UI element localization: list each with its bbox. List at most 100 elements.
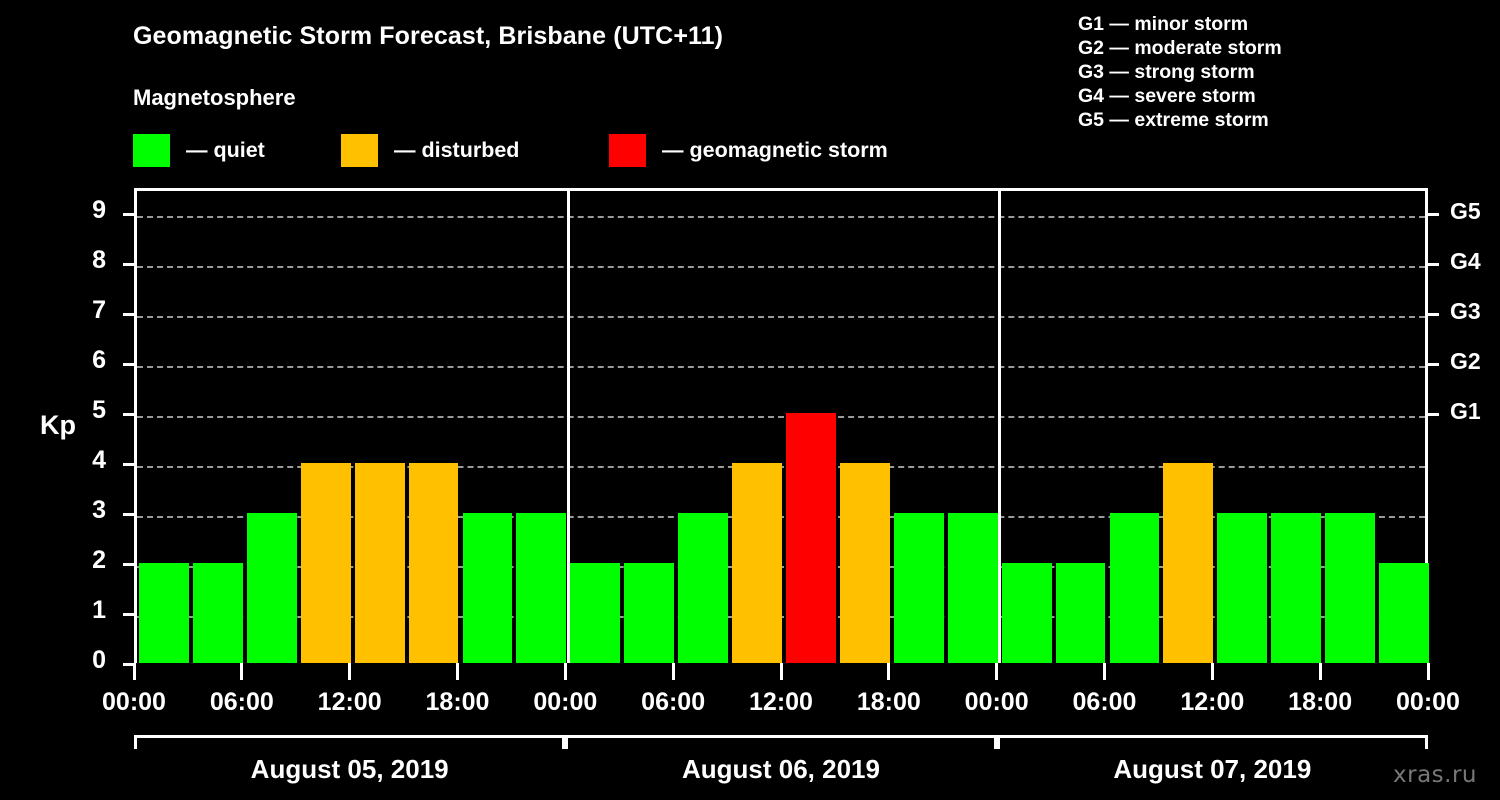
bar-kp [732, 463, 782, 663]
y-tick-7 [123, 313, 134, 316]
y-axis-label: Kp [40, 410, 76, 440]
g-label-G2: G2 [1450, 348, 1481, 374]
x-tick-label-9: 06:00 [1072, 688, 1137, 716]
y-tick-8 [123, 263, 134, 266]
bar-kp [1109, 513, 1160, 663]
g-tick-G1 [1428, 413, 1439, 416]
bar-kp [893, 513, 944, 663]
g-label-G5: G5 [1450, 198, 1481, 224]
watermark: xras.ru [1393, 762, 1477, 788]
g-label-G4: G4 [1450, 248, 1481, 274]
page-title: Geomagnetic Storm Forecast, Brisbane (UT… [133, 22, 724, 50]
gridline-kp-7 [137, 316, 1425, 318]
x-tick-label-10: 12:00 [1180, 688, 1245, 716]
gscale-item-g5: G5 — extreme storm [1078, 109, 1269, 131]
legend-entry-disturbed: — disturbed [341, 132, 519, 168]
bar-kp [139, 563, 189, 663]
bar-kp [786, 413, 836, 663]
day-label: August 06, 2019 [682, 754, 880, 784]
x-tick-label-1: 06:00 [209, 688, 274, 716]
bar-kp [516, 513, 567, 663]
y-tick-label-6: 6 [92, 346, 106, 374]
bar-kp [462, 513, 513, 663]
day-rail [134, 735, 566, 749]
plot-inner [137, 191, 1429, 663]
x-tick-4 [563, 663, 567, 680]
x-tick-8 [995, 663, 999, 680]
x-tick-2 [348, 663, 352, 680]
x-tick-6 [779, 663, 783, 680]
gscale-item-g2: G2 — moderate storm [1078, 37, 1282, 59]
y-tick-label-7: 7 [92, 296, 106, 324]
bar-kp [300, 463, 351, 663]
plot-area [134, 188, 1429, 663]
g-label-G1: G1 [1450, 398, 1481, 424]
x-tick-1 [240, 663, 244, 680]
gridline-kp-8 [137, 266, 1425, 268]
day-rail [996, 735, 1428, 749]
x-tick-11 [1318, 663, 1322, 680]
bar-kp [839, 463, 890, 663]
day-label: August 05, 2019 [250, 754, 449, 784]
y-tick-4 [123, 463, 134, 466]
legend-label-quiet: — quiet [186, 137, 265, 162]
gscale-legend: G1 — minor storm G2 — moderate storm G3 … [1078, 12, 1282, 132]
y-tick-label-8: 8 [92, 246, 106, 274]
bar-kp [1163, 463, 1214, 663]
y-tick-5 [123, 413, 134, 416]
disturbed-swatch [341, 133, 378, 167]
day-rail [565, 735, 997, 749]
bar-kp [246, 513, 297, 663]
x-tick-label-3: 18:00 [425, 688, 490, 716]
y-tick-label-4: 4 [92, 446, 106, 474]
g-label-G3: G3 [1450, 298, 1481, 324]
bar-kp [678, 513, 729, 663]
gscale-item-g3: G3 — strong storm [1078, 61, 1255, 83]
x-tick-label-2: 12:00 [317, 688, 382, 716]
y-tick-2 [123, 563, 134, 566]
y-tick-label-3: 3 [92, 496, 106, 524]
bar-kp [1217, 513, 1268, 663]
x-tick-label-6: 12:00 [749, 688, 813, 716]
y-tick-3 [123, 513, 134, 516]
y-tick-9 [123, 213, 134, 216]
x-tick-label-11: 18:00 [1288, 688, 1353, 716]
day-separator [998, 191, 1002, 663]
bar-kp [1325, 513, 1376, 663]
bar-kp [408, 463, 459, 663]
bar-kp [354, 463, 405, 663]
legend-entry-quiet: — quiet [133, 132, 265, 168]
x-tick-label-4: 00:00 [533, 688, 598, 716]
y-tick-0 [123, 663, 134, 666]
g-tick-G4 [1428, 263, 1439, 266]
day-separator [566, 191, 570, 663]
legend-label-disturbed: — disturbed [394, 137, 520, 162]
x-tick-10 [1210, 663, 1214, 680]
x-tick-5 [671, 663, 675, 680]
legend-entry-storm: — geomagnetic storm [609, 132, 888, 168]
x-tick-label-12: 00:00 [1396, 688, 1460, 716]
bar-kp [1271, 513, 1322, 663]
x-tick-label-5: 06:00 [641, 688, 706, 716]
x-tick-label-0: 00:00 [102, 688, 166, 716]
gridline-kp-6 [137, 366, 1425, 368]
x-tick-9 [1103, 663, 1106, 680]
day-label: August 07, 2019 [1113, 754, 1312, 784]
y-tick-label-5: 5 [92, 396, 106, 424]
gridline-kp-9 [137, 216, 1425, 218]
gscale-item-g1: G1 — minor storm [1078, 13, 1249, 35]
storm-swatch [609, 133, 646, 167]
g-tick-G3 [1428, 313, 1439, 316]
series-label: Magnetosphere [133, 85, 296, 110]
x-tick-12 [1426, 663, 1430, 680]
gridline-kp-5 [137, 416, 1425, 418]
bar-kp [192, 563, 243, 663]
x-tick-label-7: 18:00 [856, 688, 921, 716]
bar-kp [1379, 563, 1429, 663]
legend-label-storm: — geomagnetic storm [662, 137, 888, 162]
x-tick-3 [456, 663, 459, 680]
x-tick-label-8: 00:00 [964, 688, 1029, 716]
gscale-item-g4: G4 — severe storm [1078, 85, 1256, 107]
x-tick-7 [887, 663, 891, 680]
bar-kp [947, 513, 998, 663]
